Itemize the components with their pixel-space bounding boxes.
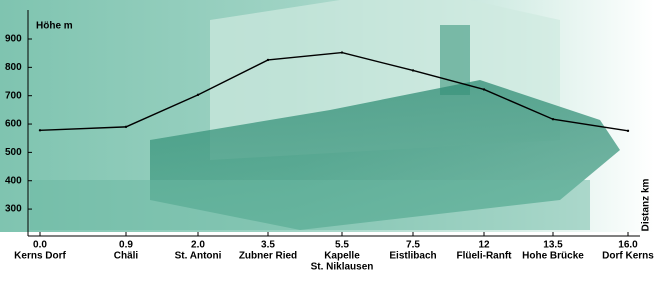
category-label: St. Niklausen <box>311 262 374 273</box>
x-tick-label: 3.5 <box>261 240 275 251</box>
y-tick-label: 300 <box>5 204 22 215</box>
point <box>267 59 269 61</box>
y-tick-label: 900 <box>5 34 22 45</box>
category-label: Dorf Kerns <box>602 251 654 262</box>
point <box>627 130 629 132</box>
category-label: Zubner Ried <box>239 251 297 262</box>
x-axis-title: Distanz km <box>641 178 652 231</box>
x-tick-label: 12 <box>478 240 490 251</box>
point <box>552 118 554 120</box>
x-tick-label: 0.0 <box>33 240 47 251</box>
x-tick-label: 16.0 <box>618 240 638 251</box>
y-tick-label: 500 <box>5 147 22 158</box>
category-label: Hohe Brücke <box>522 251 584 262</box>
point <box>125 126 127 128</box>
y-tick-label: 700 <box>5 90 22 101</box>
y-tick-label: 800 <box>5 62 22 73</box>
category-label: Chäli <box>114 251 139 262</box>
point <box>412 69 414 71</box>
point <box>341 51 343 53</box>
point <box>39 129 41 131</box>
category-label: Flüeli-Ranft <box>457 251 513 262</box>
x-tick-label: 2.0 <box>191 240 205 251</box>
y-axis-title: Höhe m <box>36 21 73 32</box>
category-label: St. Antoni <box>175 251 222 262</box>
category-label: Kerns Dorf <box>14 251 66 262</box>
x-tick-label: 7.5 <box>406 240 420 251</box>
x-tick-label: 5.5 <box>335 240 349 251</box>
point <box>483 88 485 90</box>
x-tick-label: 0.9 <box>119 240 133 251</box>
y-tick-label: 400 <box>5 175 22 186</box>
category-label: Eistlibach <box>389 251 436 262</box>
point <box>197 94 199 96</box>
category-label: Kapelle <box>324 251 360 262</box>
y-tick-label: 600 <box>5 119 22 130</box>
x-tick-label: 13.5 <box>543 240 563 251</box>
chart: Höhe m Distanz km 300 400 500 600 700 800 900 0… <box>0 0 654 284</box>
